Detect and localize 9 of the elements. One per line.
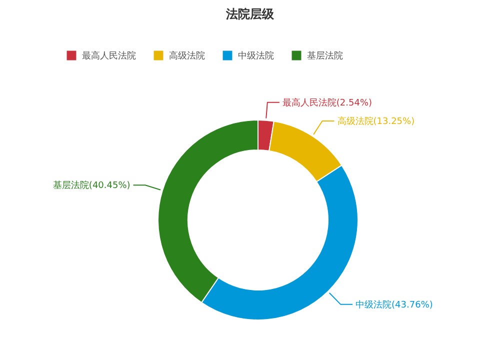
data-label: 高级法院(13.25%) — [337, 116, 415, 128]
data-label: 中级法院(43.76%) — [356, 299, 433, 310]
legend-label: 中级法院 — [238, 50, 274, 62]
chart-title: 法院层级 — [225, 7, 275, 21]
data-label: 最高人民法院(2.54%) — [282, 97, 372, 108]
legend-label: 高级法院 — [169, 50, 205, 62]
data-label: 基层法院(40.45%) — [52, 180, 130, 192]
legend-label: 基层法院 — [307, 50, 343, 62]
legend-label: 最高人民法院 — [82, 50, 136, 62]
